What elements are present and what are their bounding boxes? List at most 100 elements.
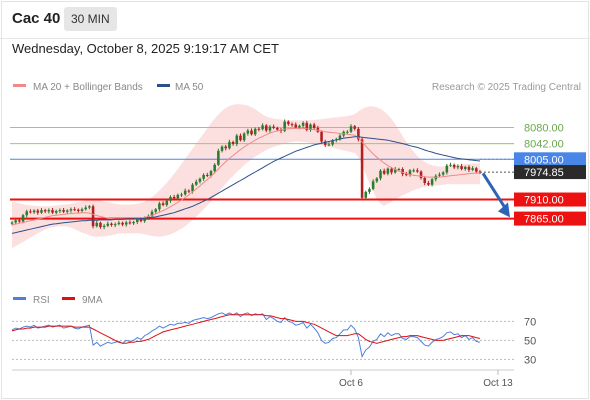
level-label: 8080.00 bbox=[524, 123, 564, 135]
candle-body bbox=[460, 166, 463, 170]
candle-body bbox=[276, 127, 279, 130]
candle-body bbox=[128, 222, 132, 224]
candle-body bbox=[438, 174, 441, 176]
watermark: Research © 2025 Trading Central bbox=[432, 82, 581, 93]
candle-body bbox=[401, 169, 404, 175]
candle-body bbox=[393, 169, 397, 173]
candle-body bbox=[95, 222, 99, 227]
candle-body bbox=[209, 171, 213, 176]
candle-body bbox=[198, 178, 202, 182]
candle-body bbox=[172, 196, 176, 199]
level-label: 8042.00 bbox=[524, 139, 564, 151]
candle-body bbox=[65, 210, 69, 212]
candle-body bbox=[132, 221, 135, 224]
candle-body bbox=[353, 126, 356, 129]
candle-body bbox=[150, 211, 154, 217]
rsi-tick-label: 30 bbox=[524, 354, 536, 366]
timeframe-button[interactable]: 30 MIN bbox=[64, 7, 117, 31]
candle-body bbox=[84, 207, 87, 210]
candle-body bbox=[445, 165, 449, 173]
candle-body bbox=[390, 168, 393, 173]
rsi-line bbox=[11, 312, 481, 359]
candle-body bbox=[213, 164, 216, 172]
candle-body bbox=[110, 223, 113, 225]
candle-body bbox=[456, 166, 460, 168]
rsi-9ma-line bbox=[11, 314, 481, 344]
candle-body bbox=[183, 190, 187, 195]
candle-body bbox=[371, 181, 375, 189]
candle-body bbox=[191, 184, 194, 192]
candle-body bbox=[91, 206, 95, 227]
candle-body bbox=[10, 222, 14, 224]
candle-body bbox=[154, 209, 157, 212]
candle-body bbox=[386, 168, 390, 174]
candle-body bbox=[106, 223, 110, 226]
candle-body bbox=[29, 211, 32, 213]
candle-body bbox=[312, 124, 316, 128]
candle-body bbox=[301, 122, 305, 126]
candle-body bbox=[449, 164, 452, 166]
candle-body bbox=[305, 122, 309, 131]
level-label-box bbox=[514, 152, 586, 167]
candle-body bbox=[69, 209, 73, 211]
candle-body bbox=[43, 210, 47, 212]
candle-body bbox=[320, 131, 323, 142]
candle-body bbox=[412, 170, 415, 172]
candle-body bbox=[408, 170, 412, 175]
candle-body bbox=[309, 124, 312, 131]
level-label: 7910.00 bbox=[524, 195, 564, 207]
candle-body bbox=[452, 164, 456, 168]
candle-body bbox=[51, 210, 54, 213]
candle-body bbox=[346, 131, 349, 133]
candle-body bbox=[360, 139, 364, 198]
candle-body bbox=[77, 209, 80, 211]
candle-body bbox=[36, 210, 40, 213]
candle-body bbox=[467, 166, 471, 170]
legend-swatch-9ma bbox=[62, 297, 75, 300]
x-tick-label-oct13: Oct 13 bbox=[483, 378, 513, 389]
candle-body bbox=[102, 225, 106, 228]
candle-body bbox=[18, 220, 21, 222]
candle-body bbox=[298, 125, 301, 128]
legend-swatch-rsi bbox=[13, 297, 26, 300]
candle-body bbox=[58, 210, 62, 212]
candle-body bbox=[99, 222, 102, 228]
legend-label-9ma: 9MA bbox=[82, 295, 103, 306]
legend-label-ma50: MA 50 bbox=[175, 82, 204, 93]
candle-body bbox=[294, 124, 298, 128]
rsi-tick-label: 50 bbox=[524, 335, 536, 347]
level-label-box bbox=[514, 192, 586, 207]
candle-body bbox=[158, 203, 161, 210]
datetime-label: Wednesday, October 8, 2025 9:19:17 AM CE… bbox=[12, 41, 279, 56]
candle-body bbox=[217, 150, 220, 165]
candle-body bbox=[463, 166, 467, 170]
candle-body bbox=[165, 200, 169, 206]
candle-body bbox=[228, 141, 231, 149]
ma50-line bbox=[11, 136, 481, 234]
candle-body bbox=[40, 210, 43, 213]
candle-body bbox=[257, 128, 261, 130]
candle-body bbox=[261, 125, 264, 130]
candle-body bbox=[416, 170, 419, 172]
candle-body bbox=[323, 141, 327, 145]
candle-body bbox=[80, 209, 84, 211]
candle-body bbox=[202, 174, 205, 179]
candle-body bbox=[206, 174, 209, 176]
last-price-box bbox=[514, 165, 586, 180]
candle-body bbox=[231, 141, 235, 145]
candle-body bbox=[441, 172, 445, 175]
candle-body bbox=[405, 174, 408, 176]
candle-body bbox=[349, 126, 353, 132]
candle-body bbox=[253, 128, 257, 135]
candle-body bbox=[246, 130, 250, 134]
candle-body bbox=[121, 222, 124, 225]
candle-body bbox=[242, 133, 246, 141]
candle-body bbox=[220, 146, 224, 151]
x-tick-label-oct6: Oct 6 bbox=[339, 378, 363, 389]
candle-body bbox=[62, 210, 65, 212]
candle-body bbox=[375, 178, 379, 182]
candle-body bbox=[25, 211, 29, 216]
candle-body bbox=[88, 206, 91, 208]
candle-body bbox=[169, 196, 172, 201]
